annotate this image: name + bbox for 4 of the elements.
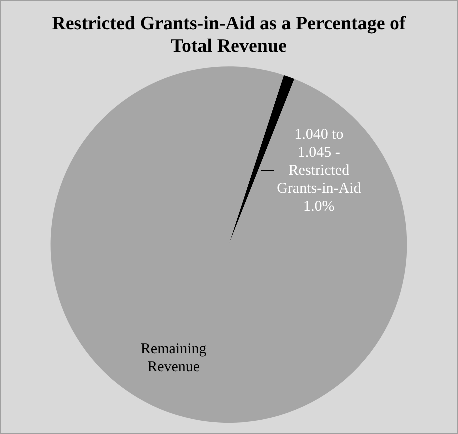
slice-label: 1.040 to 1.045 - Restricted Grants-in-Aid	[277, 126, 362, 197]
slice-label: Remaining Revenue	[140, 342, 208, 376]
data-label: 1.0%	[304, 198, 335, 215]
chart-title: Restricted Grants-in-Aid as a Percentage of Total Revenue	[52, 13, 407, 58]
